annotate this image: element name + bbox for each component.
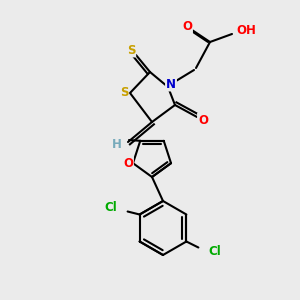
Text: S: S	[120, 86, 128, 100]
Text: O: O	[182, 20, 192, 34]
Text: O: O	[198, 113, 208, 127]
Text: Cl: Cl	[208, 245, 221, 258]
Text: N: N	[166, 77, 176, 91]
Text: OH: OH	[236, 23, 256, 37]
Text: S: S	[127, 44, 135, 56]
Text: O: O	[123, 157, 133, 170]
Text: H: H	[112, 139, 122, 152]
Text: Cl: Cl	[105, 201, 118, 214]
